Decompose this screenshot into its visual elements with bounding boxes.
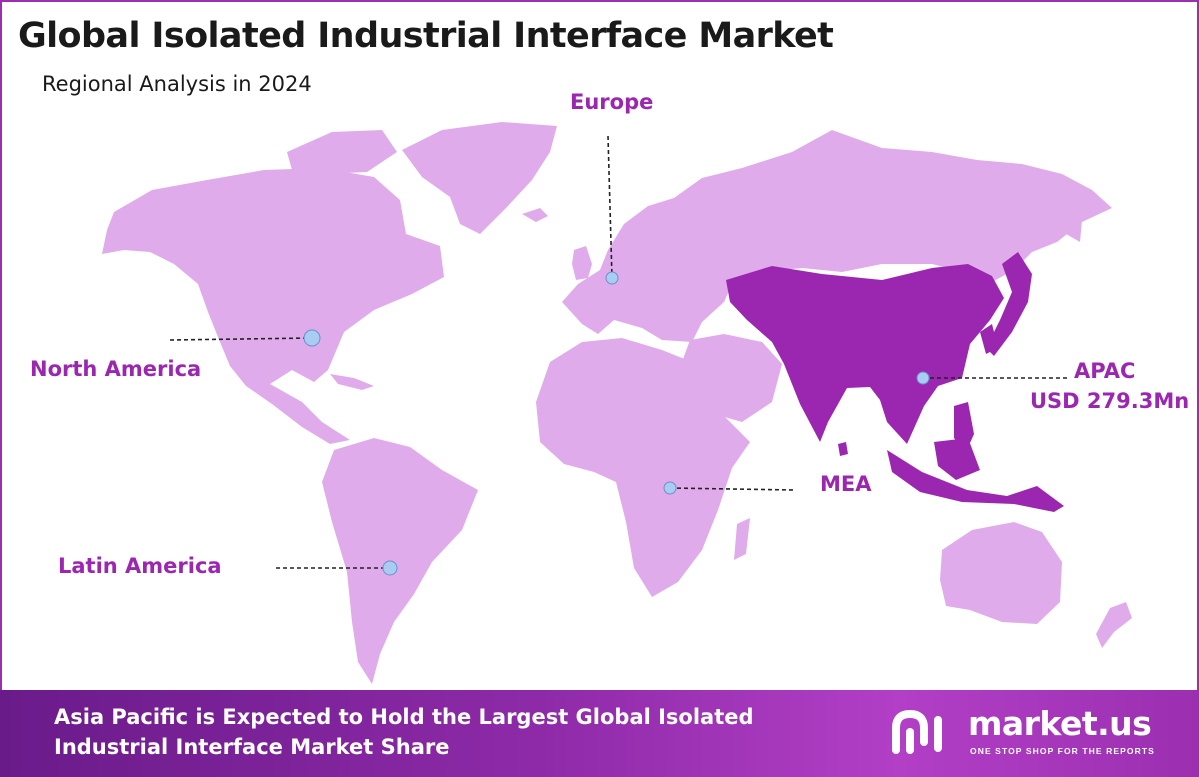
landmass-north-america: [102, 168, 444, 444]
region-label-mea: MEA: [820, 472, 872, 496]
logo-tagline: ONE STOP SHOP FOR THE REPORTS: [970, 746, 1155, 756]
marker-north-america: [303, 329, 321, 347]
landmass-apac-mainland: [726, 264, 1004, 444]
landmass-sri-lanka: [838, 442, 848, 456]
leader-line-north-america: [169, 337, 313, 341]
landmass-iceland: [522, 208, 548, 222]
logo-wordmark: market.us: [968, 704, 1152, 743]
market-us-logo-icon: [892, 709, 942, 754]
landmass-kamchatka: [1062, 198, 1084, 242]
landmass-africa: [536, 338, 750, 597]
page-subtitle: Regional Analysis in 2024: [42, 72, 312, 96]
marker-europe: [605, 271, 619, 285]
leader-line-europe: [607, 135, 613, 279]
region-label-europe: Europe: [570, 90, 654, 114]
landmass-indonesia: [887, 450, 1064, 512]
landmass-caribbean: [330, 374, 374, 390]
landmass-madagascar: [734, 518, 750, 560]
marker-latin-america: [382, 560, 398, 576]
landmass-eurasia: [562, 130, 1112, 342]
region-label-apac-value: USD 279.3Mn: [1030, 389, 1190, 413]
world-map: [102, 122, 1132, 684]
region-label-apac: APAC USD 279.3Mn: [1030, 356, 1189, 416]
marker-apac: [916, 371, 930, 385]
region-label-north-america: North America: [30, 357, 202, 381]
landmass-greenland: [402, 122, 557, 234]
page-title: Global Isolated Industrial Interface Mar…: [18, 16, 834, 56]
landmass-australia: [940, 522, 1062, 624]
landmass-new-zealand: [1096, 602, 1132, 648]
landmass-uk: [572, 246, 592, 280]
landmass-south-america: [322, 438, 478, 684]
brand-logo[interactable]: market.us ONE STOP SHOP FOR THE REPORTS: [890, 704, 1180, 766]
region-label-apac-name: APAC: [1074, 359, 1136, 383]
landmass-korea: [980, 324, 998, 354]
footer-banner: Asia Pacific is Expected to Hold the Lar…: [0, 690, 1199, 777]
marker-mea: [663, 481, 677, 495]
landmass-borneo: [934, 438, 980, 480]
region-label-latin-america: Latin America: [58, 554, 222, 578]
footer-headline: Asia Pacific is Expected to Hold the Lar…: [54, 705, 754, 759]
landmass-japan: [986, 252, 1032, 356]
landmass-arctic-islands: [287, 130, 397, 174]
